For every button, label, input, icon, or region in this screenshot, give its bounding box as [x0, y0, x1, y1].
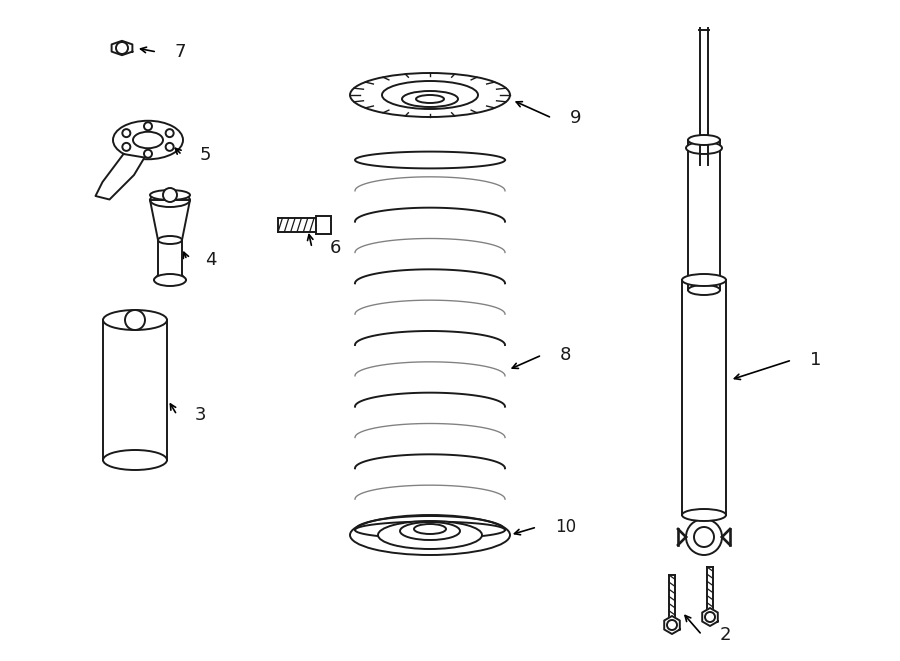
- Ellipse shape: [400, 522, 460, 540]
- Text: 2: 2: [720, 626, 732, 644]
- Ellipse shape: [350, 73, 510, 117]
- Polygon shape: [664, 616, 680, 634]
- Bar: [316, 216, 331, 234]
- Text: 9: 9: [570, 109, 581, 127]
- Polygon shape: [150, 200, 190, 280]
- Ellipse shape: [103, 310, 167, 330]
- Circle shape: [705, 612, 715, 622]
- Ellipse shape: [158, 236, 182, 244]
- Circle shape: [125, 310, 145, 330]
- Ellipse shape: [350, 515, 510, 555]
- Text: 1: 1: [810, 351, 822, 369]
- Ellipse shape: [113, 121, 183, 159]
- Circle shape: [166, 129, 174, 137]
- Text: 3: 3: [195, 406, 206, 424]
- Ellipse shape: [688, 285, 720, 295]
- Circle shape: [144, 150, 152, 158]
- Circle shape: [122, 129, 130, 137]
- Ellipse shape: [103, 450, 167, 470]
- Ellipse shape: [382, 81, 478, 109]
- Ellipse shape: [686, 142, 722, 154]
- Circle shape: [686, 519, 722, 555]
- Circle shape: [122, 143, 130, 151]
- Circle shape: [144, 122, 152, 130]
- Ellipse shape: [682, 509, 726, 521]
- Text: 6: 6: [330, 239, 341, 257]
- Text: 10: 10: [555, 518, 576, 536]
- Circle shape: [116, 42, 128, 54]
- Ellipse shape: [416, 95, 444, 103]
- Polygon shape: [702, 608, 718, 626]
- Polygon shape: [95, 154, 145, 200]
- Polygon shape: [112, 41, 132, 56]
- Ellipse shape: [150, 190, 190, 200]
- Circle shape: [694, 527, 714, 547]
- Circle shape: [166, 143, 174, 151]
- Ellipse shape: [414, 524, 446, 534]
- Ellipse shape: [402, 91, 458, 107]
- Ellipse shape: [682, 274, 726, 286]
- Ellipse shape: [133, 132, 163, 148]
- Ellipse shape: [150, 193, 190, 207]
- Text: 4: 4: [205, 251, 217, 269]
- Circle shape: [163, 188, 177, 202]
- Text: 5: 5: [200, 146, 212, 164]
- Text: 7: 7: [175, 43, 186, 61]
- Ellipse shape: [688, 135, 720, 145]
- Ellipse shape: [378, 521, 482, 549]
- Ellipse shape: [154, 274, 186, 286]
- Text: 8: 8: [560, 346, 572, 364]
- Circle shape: [667, 620, 677, 630]
